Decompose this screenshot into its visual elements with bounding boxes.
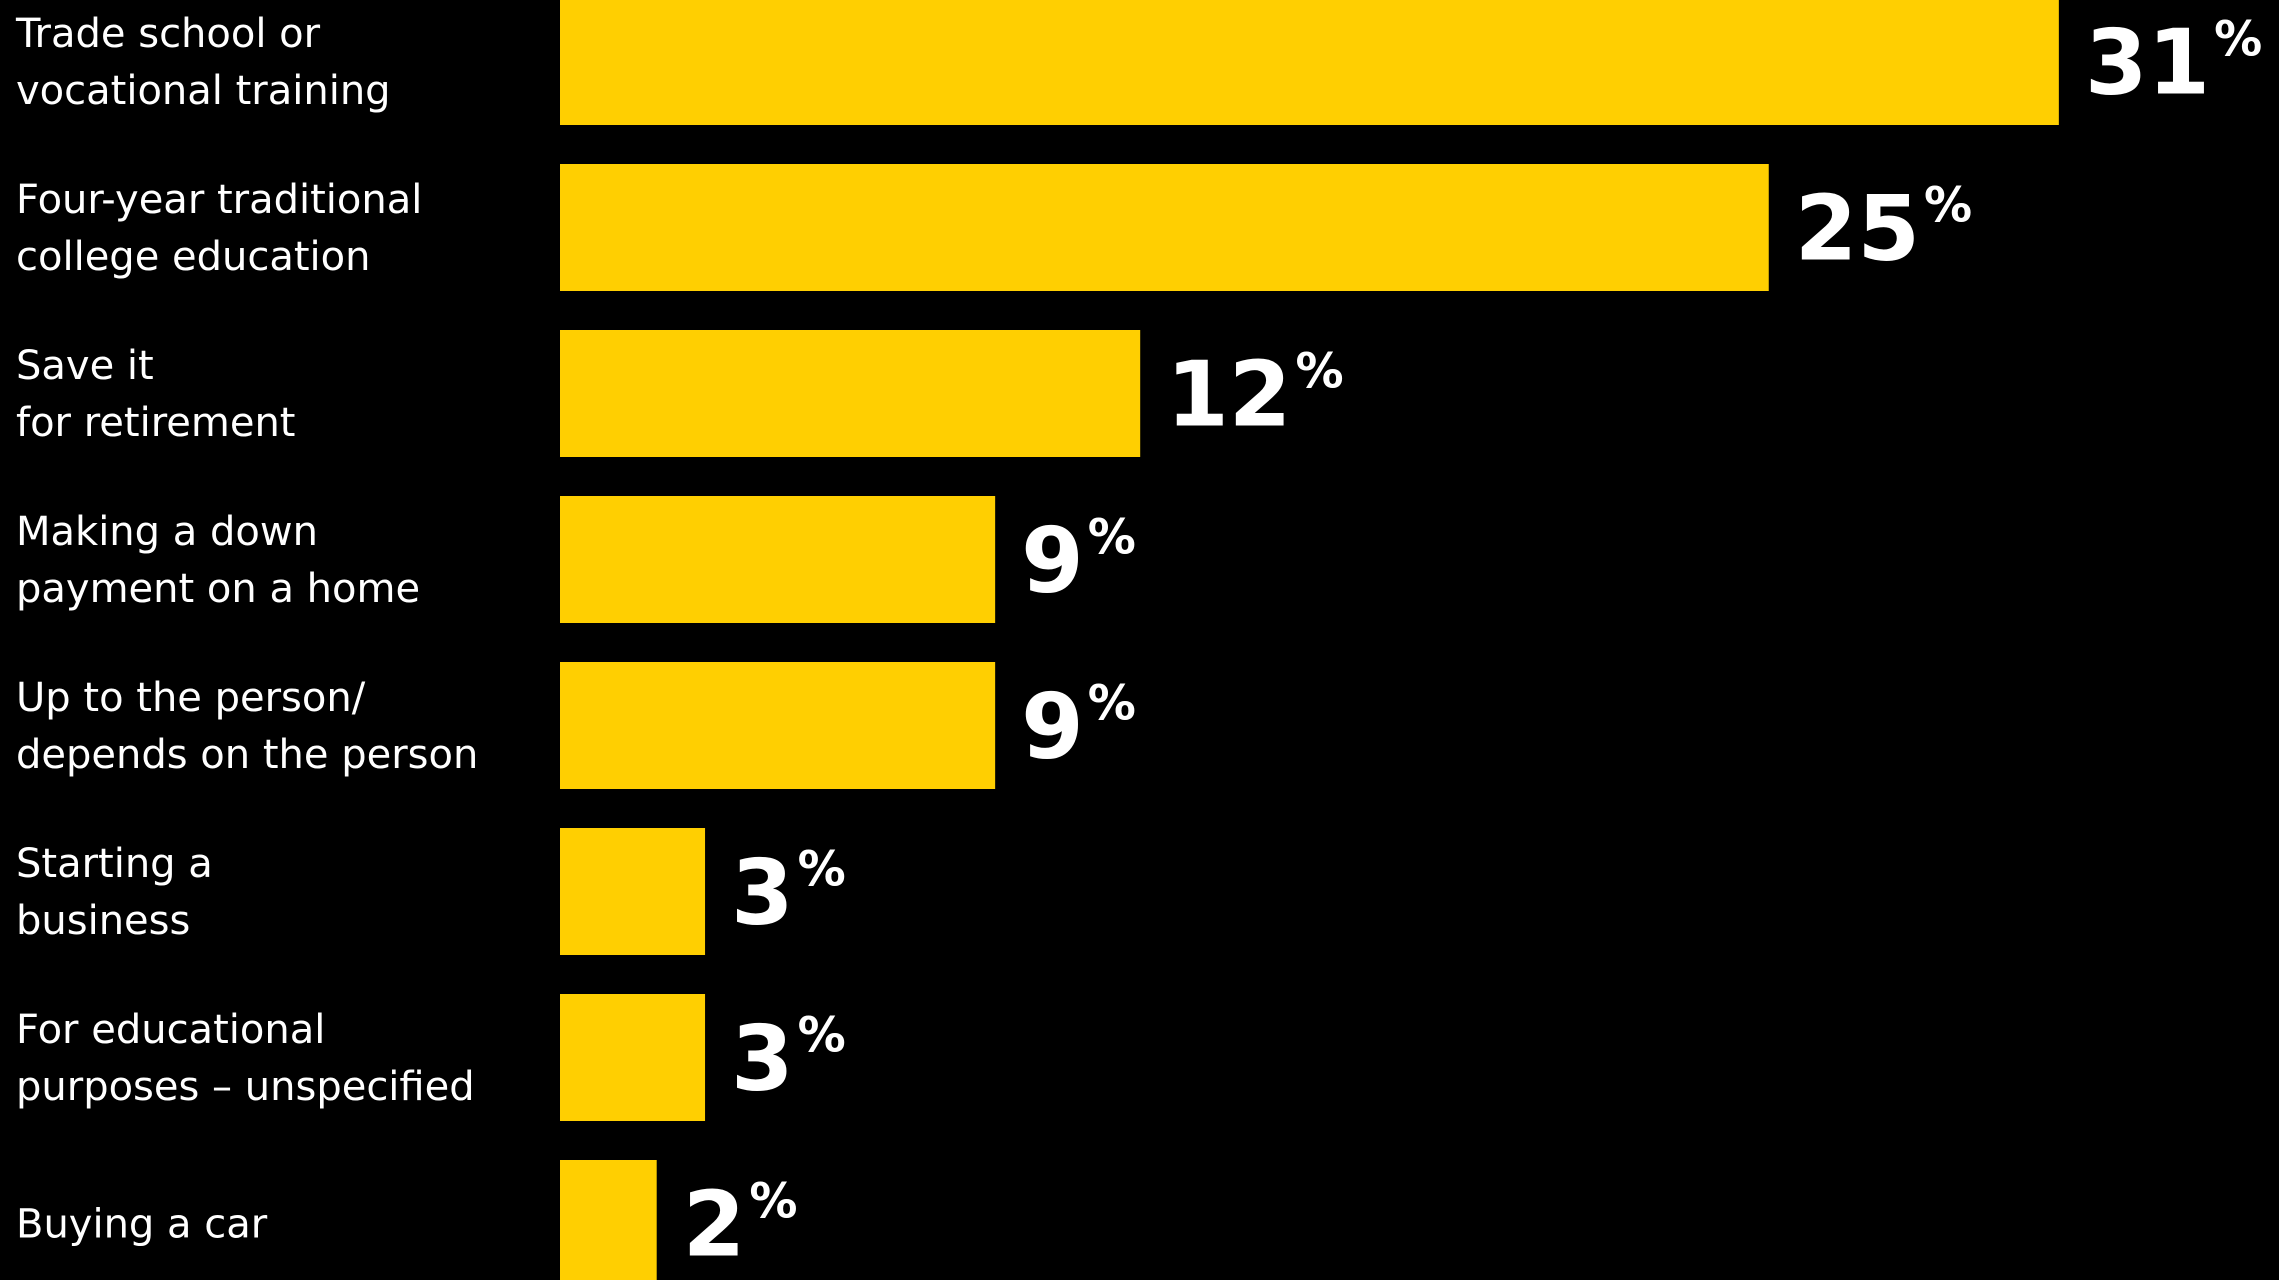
value-label: 9% (1021, 675, 1136, 780)
category-label-line: business (16, 898, 190, 944)
category-label-line: For educational (16, 1007, 325, 1053)
value-percent-sign: % (798, 842, 846, 898)
category-label: Buying a car (16, 1202, 268, 1248)
category-labels-group: Trade school or vocational training Four-y… (15, 11, 478, 1248)
category-label-line: depends on the person (16, 732, 478, 778)
category-label-line: purposes – unspecified (16, 1064, 475, 1110)
value-number: 2 (683, 1173, 746, 1278)
bar (560, 994, 706, 1121)
category-label: For educational purposes – unspecified (16, 1007, 475, 1110)
category-label-line: vocational training (16, 68, 391, 114)
value-label: 25% (1795, 177, 1972, 282)
value-percent-sign: % (749, 1174, 797, 1230)
category-label-line: college education (16, 234, 371, 280)
bar (560, 496, 996, 623)
bar (560, 1160, 657, 1280)
bar (560, 0, 2059, 125)
category-label-line: Making a down (16, 509, 318, 555)
bars-group (560, 0, 2059, 1280)
value-percent-sign: % (1924, 178, 1972, 234)
bar (560, 330, 1141, 457)
value-percent-sign: % (1088, 510, 1136, 566)
category-label-line: Up to the person/ (16, 675, 366, 721)
value-label: 3% (731, 841, 846, 946)
category-label-line: Save it (16, 343, 154, 389)
value-number: 3 (731, 1007, 794, 1112)
value-number: 25 (1795, 177, 1920, 282)
value-number: 3 (731, 841, 794, 946)
category-label: Making a down payment on a home (16, 509, 420, 612)
value-number: 9 (1021, 675, 1084, 780)
value-label: 31% (2085, 11, 2262, 116)
bar (560, 164, 1769, 291)
category-label-line: Buying a car (16, 1202, 268, 1248)
value-number: 31 (2085, 11, 2210, 116)
value-percent-sign: % (798, 1008, 846, 1064)
value-label: 9% (1021, 509, 1136, 614)
bar (560, 828, 706, 955)
value-percent-sign: % (1295, 344, 1343, 400)
category-label-line: Starting a (16, 841, 213, 887)
value-label: 2% (683, 1173, 798, 1278)
category-label-line: payment on a home (16, 566, 420, 612)
category-label: Trade school or vocational training (15, 11, 391, 114)
category-label-line: Trade school or (15, 11, 321, 57)
category-label: Save it for retirement (16, 343, 295, 446)
value-percent-sign: % (1088, 676, 1136, 732)
category-label-line: Four-year traditional (16, 177, 422, 223)
value-label: 3% (731, 1007, 846, 1112)
category-label: Up to the person/depends on the person (16, 675, 478, 778)
category-label: Starting a business (16, 841, 213, 944)
category-label: Four-year traditional college education (16, 177, 422, 280)
value-number: 12 (1166, 343, 1291, 448)
value-percent-sign: % (2214, 12, 2262, 68)
value-number: 9 (1021, 509, 1084, 614)
category-label-line: for retirement (16, 400, 295, 446)
bar (560, 662, 996, 789)
value-label: 12% (1166, 343, 1343, 448)
value-labels-group: 31%25%12%9%9%3%3%2% (683, 11, 2262, 1278)
